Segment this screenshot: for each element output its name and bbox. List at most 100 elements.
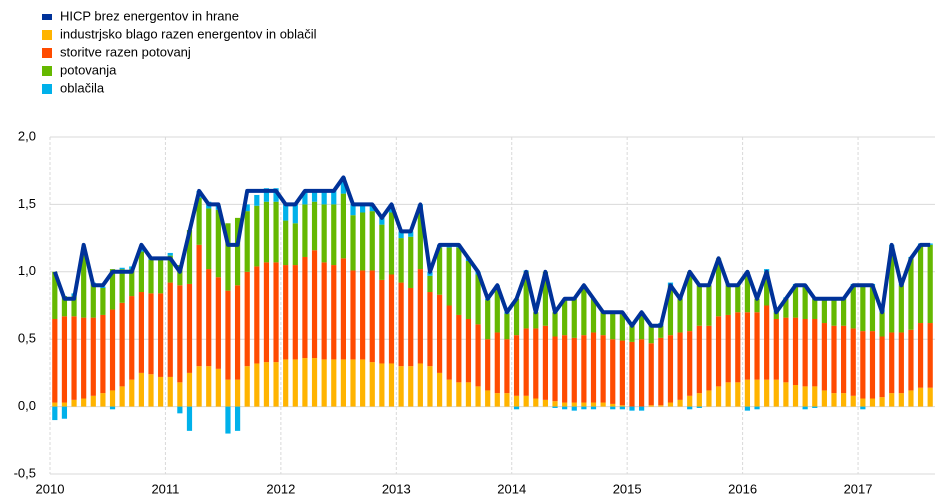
bar-segment — [215, 368, 221, 407]
bar-segment — [841, 298, 847, 326]
bar-segment — [667, 335, 674, 403]
bar-segment — [350, 359, 356, 407]
bar-segment — [802, 406, 808, 410]
bar-segment — [908, 258, 914, 330]
bar-segment — [735, 382, 741, 407]
bar-segment — [600, 312, 606, 336]
bar-segment — [571, 406, 577, 411]
bar-segment — [379, 279, 385, 364]
bar-segment — [148, 293, 154, 375]
bar-segment — [331, 190, 337, 205]
bar-segment — [109, 390, 116, 407]
bar-segment — [812, 406, 818, 408]
bar-segment — [639, 339, 645, 407]
bar-segment — [167, 255, 173, 283]
bar-segment — [71, 296, 77, 317]
bar-segment — [706, 325, 712, 391]
legend-swatch — [42, 66, 52, 76]
bar-segment — [792, 285, 799, 318]
bar-segment — [581, 285, 587, 336]
bar-segment — [658, 325, 664, 338]
bar-segment — [581, 335, 587, 403]
bar-segment — [581, 402, 587, 407]
bar-segment — [81, 317, 87, 399]
bar-segment — [812, 386, 818, 407]
bar-segment — [158, 259, 164, 294]
bar-segment — [513, 335, 520, 396]
bar-segment — [475, 324, 481, 387]
bar-segment — [100, 287, 106, 315]
y-tick-label: 2,0 — [18, 128, 36, 143]
bar-segment — [523, 395, 529, 407]
bar-segment — [600, 402, 606, 407]
bar-segment — [369, 211, 375, 271]
bar-segment — [619, 406, 625, 410]
bar-segment — [138, 372, 144, 407]
bar-segment — [629, 406, 635, 411]
bar-segment — [90, 317, 96, 396]
bar-segment — [725, 285, 731, 315]
bar-segment — [263, 262, 270, 363]
bar-segment — [908, 329, 914, 391]
bar-segment — [879, 312, 885, 337]
bar-segment — [562, 402, 568, 407]
bar-segment — [311, 358, 318, 407]
bar-segment — [831, 298, 837, 326]
bar-segment — [379, 363, 385, 407]
bar-segment — [744, 379, 751, 407]
bar-segment — [177, 406, 183, 414]
bar-segment — [725, 314, 731, 383]
bar-segment — [869, 331, 876, 399]
x-tick-label: 2010 — [36, 481, 65, 496]
legend-label: potovanja — [60, 62, 117, 77]
x-tick-label: 2013 — [382, 481, 411, 496]
bar-segment — [292, 223, 298, 266]
bar-segment — [436, 247, 443, 295]
bar-segment — [350, 270, 356, 360]
bar-segment — [542, 271, 549, 326]
bar-segment — [552, 401, 558, 407]
bar-segment — [119, 302, 125, 387]
bar-segment — [533, 328, 539, 399]
bar-segment — [350, 204, 356, 216]
bar-segment — [542, 399, 549, 407]
bar-segment — [754, 298, 760, 313]
bar-segment — [360, 270, 366, 360]
bar-segment — [379, 224, 385, 280]
bar-segment — [744, 406, 751, 411]
legend-swatch — [42, 84, 52, 94]
bar-segment — [215, 209, 221, 278]
bar-segment — [667, 285, 674, 336]
bar-segment — [138, 251, 144, 293]
bar-segment — [360, 359, 366, 407]
bar-segment — [340, 359, 346, 407]
bar-segment — [504, 393, 510, 407]
bar-segment — [408, 287, 414, 367]
bar-segment — [812, 298, 818, 319]
bar-segment — [590, 298, 597, 333]
bar-segment — [494, 286, 500, 333]
bar-segment — [619, 312, 625, 341]
bar-segment — [648, 405, 654, 407]
bar-segment — [81, 250, 87, 318]
bar-segment — [331, 359, 337, 407]
bar-segment — [234, 379, 241, 407]
bar-segment — [158, 293, 164, 377]
bar-segment — [927, 387, 933, 407]
bar-segment — [167, 376, 173, 407]
bar-segment — [485, 339, 491, 391]
bar-segment — [812, 318, 818, 387]
bar-segment — [369, 362, 375, 407]
bar-segment — [52, 271, 58, 319]
bar-segment — [783, 382, 789, 407]
bar-segment — [831, 325, 837, 394]
bar-segment — [52, 402, 58, 407]
bar-segment — [533, 312, 539, 329]
bar-segment — [225, 290, 231, 380]
bar-segment — [552, 336, 558, 402]
bar-segment — [234, 285, 241, 380]
bar-segment — [331, 204, 337, 266]
x-tick-label: 2012 — [266, 481, 295, 496]
bar-segment — [417, 209, 423, 270]
